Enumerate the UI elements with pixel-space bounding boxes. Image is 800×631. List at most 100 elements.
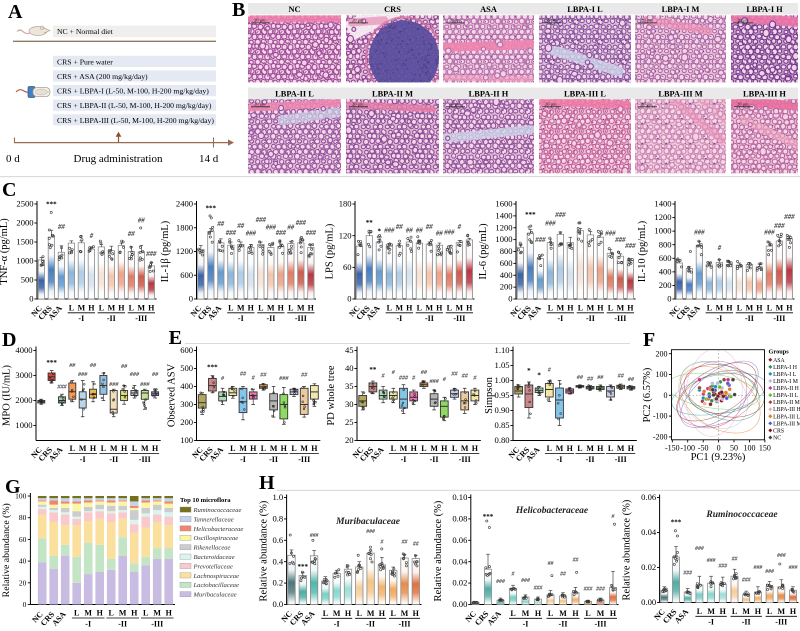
svg-text:LBPA-II L: LBPA-II L (275, 90, 314, 99)
svg-text:###: ### (753, 565, 763, 571)
svg-text:L: L (737, 304, 742, 313)
svg-text:20 μm: 20 μm (449, 101, 461, 106)
svg-text:H: H (97, 609, 104, 618)
svg-text:###: ### (295, 220, 307, 227)
svg-text:-100: -100 (680, 443, 695, 452)
svg-text:Bacteroidaceae: Bacteroidaceae (194, 554, 235, 561)
svg-text:-I: -I (85, 620, 91, 629)
svg-text:###: ### (693, 230, 705, 237)
svg-text:##: ## (120, 363, 128, 370)
svg-text:NC: NC (773, 435, 781, 441)
svg-text:M: M (84, 609, 92, 618)
svg-text:800: 800 (659, 239, 672, 249)
svg-text:L: L (230, 444, 235, 453)
svg-text:PD whole tree: PD whole tree (326, 365, 337, 425)
svg-text:M: M (742, 607, 750, 616)
svg-text:0.90: 0.90 (495, 405, 510, 415)
svg-text:20 μm: 20 μm (737, 101, 749, 106)
svg-text:0.08: 0.08 (452, 514, 467, 524)
svg-text:L: L (707, 304, 712, 313)
svg-text:LBPA-I M: LBPA-I M (773, 379, 798, 385)
svg-text:-II: -II (366, 620, 375, 629)
svg-text:H: H (406, 304, 413, 313)
svg-text:M: M (119, 609, 127, 618)
svg-text:###: ### (309, 533, 319, 539)
svg-text:L: L (452, 444, 457, 453)
svg-text:##: ## (576, 374, 584, 381)
svg-text:H: H (311, 444, 318, 453)
svg-text:###: ### (77, 371, 88, 378)
svg-text:###: ### (624, 243, 636, 250)
svg-text:-III: -III (615, 455, 627, 464)
svg-text:-II: -II (586, 455, 595, 464)
svg-text:H: H (567, 444, 574, 453)
svg-text:H: H (379, 609, 386, 618)
svg-text:1000: 1000 (654, 226, 671, 236)
svg-text:4000: 4000 (15, 345, 32, 355)
svg-text:L: L (74, 609, 79, 618)
svg-text:L: L (323, 609, 328, 618)
svg-text:L: L (143, 609, 148, 618)
svg-text:L: L (387, 304, 392, 313)
svg-text:CRS: CRS (384, 5, 401, 14)
svg-text:LBPA-III H: LBPA-III H (743, 90, 786, 99)
svg-text:-I: -I (558, 314, 564, 323)
svg-text:###: ### (365, 529, 375, 535)
svg-text:Helicobacteraceae: Helicobacteraceae (193, 526, 244, 533)
svg-text:L: L (129, 304, 134, 313)
svg-text:##: ## (547, 561, 554, 567)
svg-text:-III: -III (139, 455, 151, 464)
svg-text:0.2: 0.2 (272, 578, 283, 588)
svg-text:-I: -I (78, 314, 84, 323)
svg-text:M: M (401, 609, 409, 618)
svg-text:IL-10 (pg/mL): IL-10 (pg/mL) (637, 220, 648, 282)
svg-text:IL-6 (pg/mL): IL-6 (pg/mL) (478, 223, 489, 280)
svg-text:1.0: 1.0 (272, 492, 283, 502)
svg-text:A: A (8, 1, 23, 23)
svg-text:Lactobacillaceae: Lactobacillaceae (193, 582, 239, 589)
svg-text:###: ### (495, 579, 505, 585)
svg-text:M: M (778, 607, 786, 616)
svg-text:180: 180 (339, 199, 352, 209)
svg-text:0.10: 0.10 (452, 492, 467, 502)
svg-text:L: L (69, 304, 74, 313)
svg-text:-I: -I (717, 314, 723, 323)
svg-text:###: ### (520, 578, 530, 584)
svg-text:H: H (567, 304, 574, 313)
svg-text:###: ### (56, 384, 67, 391)
svg-text:##: ## (731, 557, 738, 563)
svg-text:M: M (400, 444, 408, 453)
svg-text:###: ### (604, 231, 616, 238)
svg-text:###: ### (595, 587, 605, 593)
svg-text:Simpson: Simpson (484, 376, 495, 414)
svg-text:H: H (472, 444, 479, 453)
svg-text:###: ### (764, 569, 774, 575)
svg-text:M: M (617, 444, 625, 453)
svg-text:M: M (396, 304, 404, 313)
svg-text:M: M (270, 444, 278, 453)
svg-text:1.10: 1.10 (495, 345, 510, 355)
svg-text:M: M (267, 304, 275, 313)
svg-text:0: 0 (29, 294, 33, 304)
svg-text:0: 0 (189, 294, 193, 304)
svg-text:0.85: 0.85 (495, 420, 510, 430)
svg-text:-III: -III (775, 618, 787, 627)
svg-text:###: ### (108, 381, 119, 388)
svg-text:Tannerellaceae: Tannerellaceae (194, 516, 234, 523)
svg-text:##: ## (395, 224, 403, 231)
svg-text:#: # (381, 373, 386, 380)
svg-text:#: # (511, 572, 515, 578)
svg-text:H: H (436, 304, 443, 313)
svg-text:###: ### (717, 564, 727, 570)
svg-text:##: ## (68, 362, 76, 369)
svg-text:L: L (228, 304, 233, 313)
svg-text:Relative abundance (%): Relative abundance (%) (259, 500, 270, 601)
svg-text:###: ### (783, 214, 795, 221)
svg-text:0: 0 (347, 294, 351, 304)
svg-text:LBPA-III H: LBPA-III H (773, 407, 800, 413)
svg-text:##: ## (559, 572, 566, 578)
svg-text:H: H (627, 304, 634, 313)
svg-text:-II: -II (742, 618, 751, 627)
svg-text:20 μm: 20 μm (254, 101, 266, 106)
svg-text:20: 20 (19, 578, 27, 587)
